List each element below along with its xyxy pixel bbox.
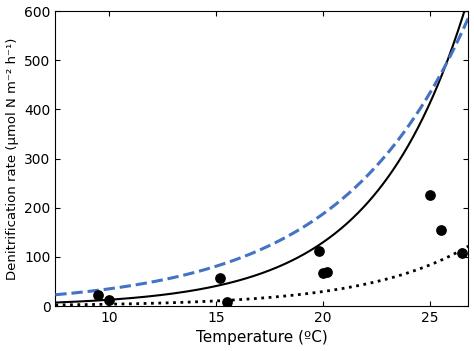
Point bbox=[458, 250, 466, 256]
Point bbox=[315, 248, 322, 254]
Point bbox=[94, 292, 102, 298]
Point bbox=[437, 227, 445, 233]
Point bbox=[216, 275, 224, 280]
Point bbox=[323, 269, 331, 274]
Point bbox=[426, 193, 434, 198]
Point bbox=[105, 297, 113, 303]
Point bbox=[223, 299, 230, 305]
Point bbox=[319, 270, 327, 276]
Y-axis label: Denitrification rate (μmol N m⁻² h⁻¹): Denitrification rate (μmol N m⁻² h⁻¹) bbox=[6, 37, 18, 280]
X-axis label: Temperature (ºC): Temperature (ºC) bbox=[196, 330, 328, 345]
